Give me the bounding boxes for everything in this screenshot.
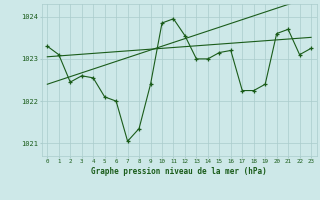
X-axis label: Graphe pression niveau de la mer (hPa): Graphe pression niveau de la mer (hPa): [91, 167, 267, 176]
